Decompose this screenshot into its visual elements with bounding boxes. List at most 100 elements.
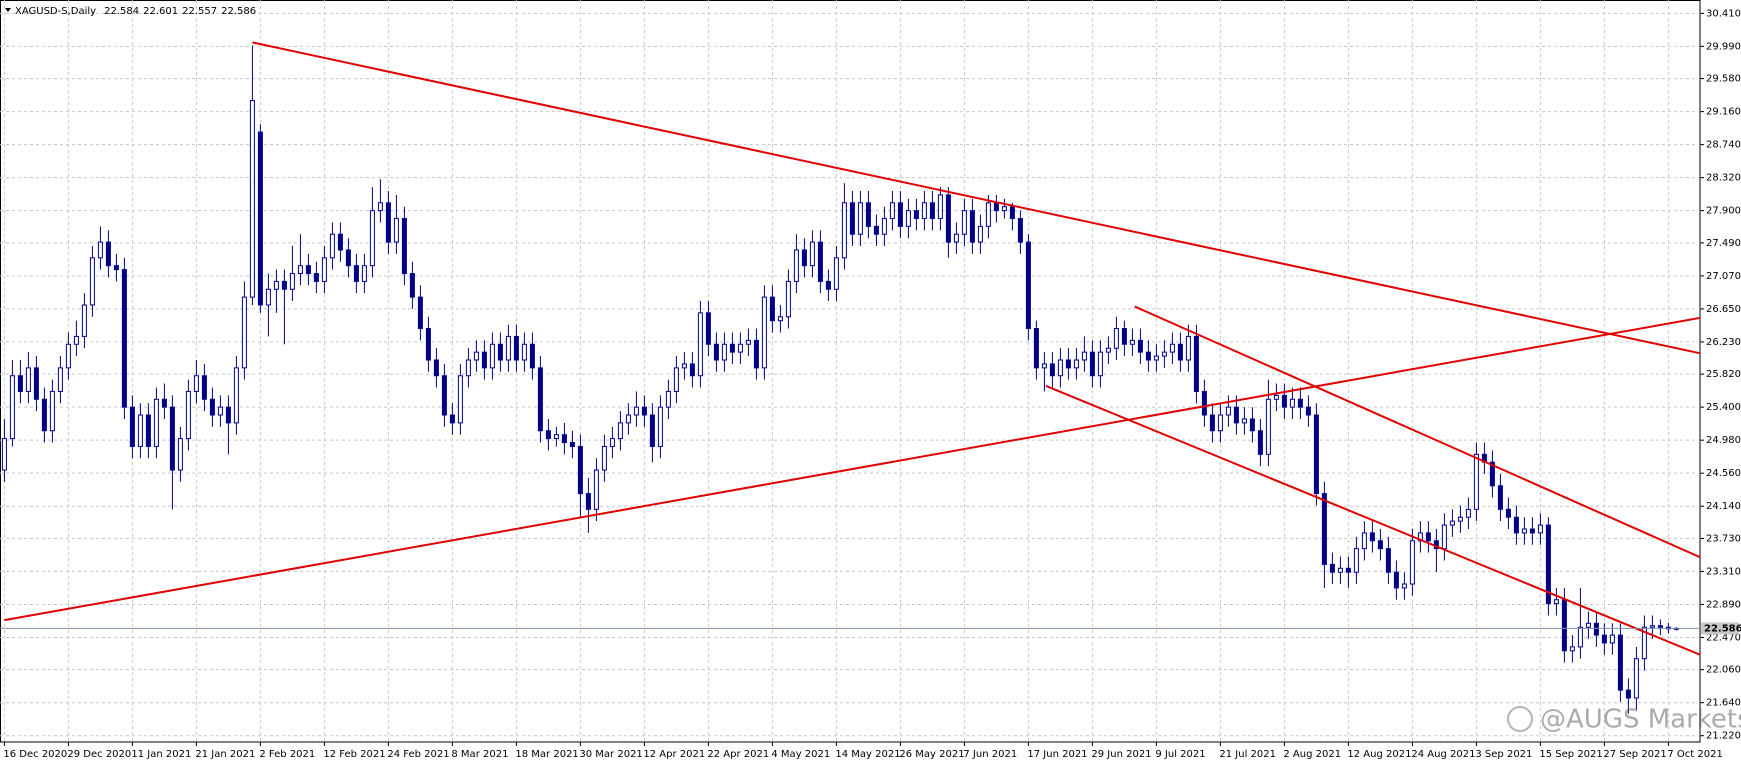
candle-body — [1401, 583, 1407, 589]
candle-body — [1441, 524, 1447, 550]
x-tick-label: 4 May 2021 — [771, 749, 830, 760]
candle-body — [289, 273, 295, 290]
candle-body — [889, 202, 895, 220]
x-tick-label: 24 Feb 2021 — [387, 749, 449, 760]
header-high: 22.601 — [143, 6, 178, 17]
x-tick-label: 11 Jan 2021 — [131, 749, 191, 760]
y-tick-label: 22.060 — [1706, 665, 1741, 676]
x-tick-label: 17 Jun 2021 — [1027, 749, 1087, 760]
candle-body — [1457, 516, 1463, 522]
candle-body — [1073, 359, 1079, 369]
candle-body — [649, 414, 655, 447]
candle-body — [1425, 532, 1431, 542]
candle-body — [145, 414, 151, 447]
axes: 30.410 29.990 29.580 29.160 28.740 28.320 27.9… — [3, 8, 1741, 760]
candle-body — [241, 296, 247, 369]
candle-body — [401, 218, 407, 275]
candle-body — [697, 312, 703, 377]
candle-body — [1297, 398, 1303, 408]
candle-body — [369, 210, 375, 267]
candle-body — [1121, 328, 1127, 345]
menu-triangle[interactable] — [5, 8, 11, 12]
y-tick-label: 24.560 — [1706, 468, 1741, 479]
candle-body — [785, 280, 791, 318]
candle-body — [449, 414, 455, 424]
candle-body — [841, 202, 847, 259]
candle-body — [561, 434, 567, 444]
y-tick-label: 29.580 — [1706, 74, 1741, 85]
candle-body — [529, 343, 535, 369]
candle-body — [1593, 622, 1599, 636]
candle-body — [225, 406, 231, 424]
candle-body — [1305, 406, 1311, 416]
candle-body — [985, 202, 991, 227]
candle-body — [1345, 567, 1351, 573]
watermark-icon — [1507, 706, 1533, 732]
candle-body — [657, 406, 663, 447]
candle-body — [1265, 398, 1271, 455]
candle-body — [185, 390, 191, 440]
candle-body — [505, 335, 511, 361]
candle-body — [129, 406, 135, 447]
candle-body — [713, 343, 719, 361]
candle-body — [57, 367, 63, 392]
candle-body — [817, 241, 823, 282]
candle-body — [1153, 355, 1159, 361]
candle-body — [593, 469, 599, 510]
chart-title: XAGUSD-S,Daily — [15, 6, 96, 17]
candle-body — [873, 225, 879, 235]
x-tick-label: 8 Mar 2021 — [451, 749, 508, 760]
candle-body — [409, 273, 415, 298]
candle-body — [1105, 347, 1111, 353]
y-tick-label: 21.640 — [1706, 698, 1741, 709]
candle-body — [281, 280, 287, 290]
candle-body — [1281, 394, 1287, 408]
candle-body — [1193, 335, 1199, 392]
x-tick-label: 12 Feb 2021 — [323, 749, 385, 760]
x-tick-label: 26 May 2021 — [899, 749, 964, 760]
candle-body — [1537, 524, 1543, 534]
candle-body — [41, 398, 47, 432]
candle-body — [553, 434, 559, 440]
y-tick-label: 23.310 — [1706, 566, 1741, 577]
candle-body — [1057, 359, 1063, 377]
candle-body — [1489, 461, 1495, 487]
candle-body — [417, 296, 423, 330]
candle-body — [481, 351, 487, 369]
y-tick-label: 25.400 — [1706, 402, 1741, 413]
candle-body — [1529, 528, 1535, 534]
y-tick-label: 21.220 — [1706, 731, 1741, 742]
candle-body — [673, 367, 679, 392]
candle-body — [1097, 351, 1103, 377]
y-tick-label: 29.160 — [1706, 107, 1741, 118]
candle-body — [1337, 567, 1343, 573]
candle-body — [25, 367, 31, 392]
candle-body — [73, 335, 79, 345]
candle-body — [49, 390, 55, 432]
candle-body — [457, 375, 463, 424]
x-tick-label: 7 Oct 2021 — [1667, 749, 1722, 760]
candle-body — [577, 445, 583, 495]
candle-body — [1617, 634, 1623, 691]
candle-body — [1081, 351, 1087, 361]
candle-body — [273, 280, 279, 290]
candle-body — [601, 445, 607, 471]
x-tick-label: 2 Feb 2021 — [259, 749, 315, 760]
candle-body — [937, 194, 943, 220]
candle-body — [9, 375, 15, 440]
header-low: 22.557 — [182, 6, 217, 17]
candle-body — [89, 257, 95, 306]
candle-body — [953, 233, 959, 243]
y-tick-label: 22.890 — [1706, 599, 1741, 610]
candle-body — [249, 100, 255, 298]
candle-body — [321, 257, 327, 282]
candle-body — [1177, 343, 1183, 361]
candle-body — [849, 202, 855, 235]
candle-body — [545, 430, 551, 440]
candle-body — [217, 406, 223, 416]
candle-body — [1257, 430, 1263, 455]
candle-body — [1001, 206, 1007, 212]
plot-area — [0, 41, 1700, 714]
candle-body — [201, 375, 207, 400]
candle-body — [1625, 689, 1631, 699]
